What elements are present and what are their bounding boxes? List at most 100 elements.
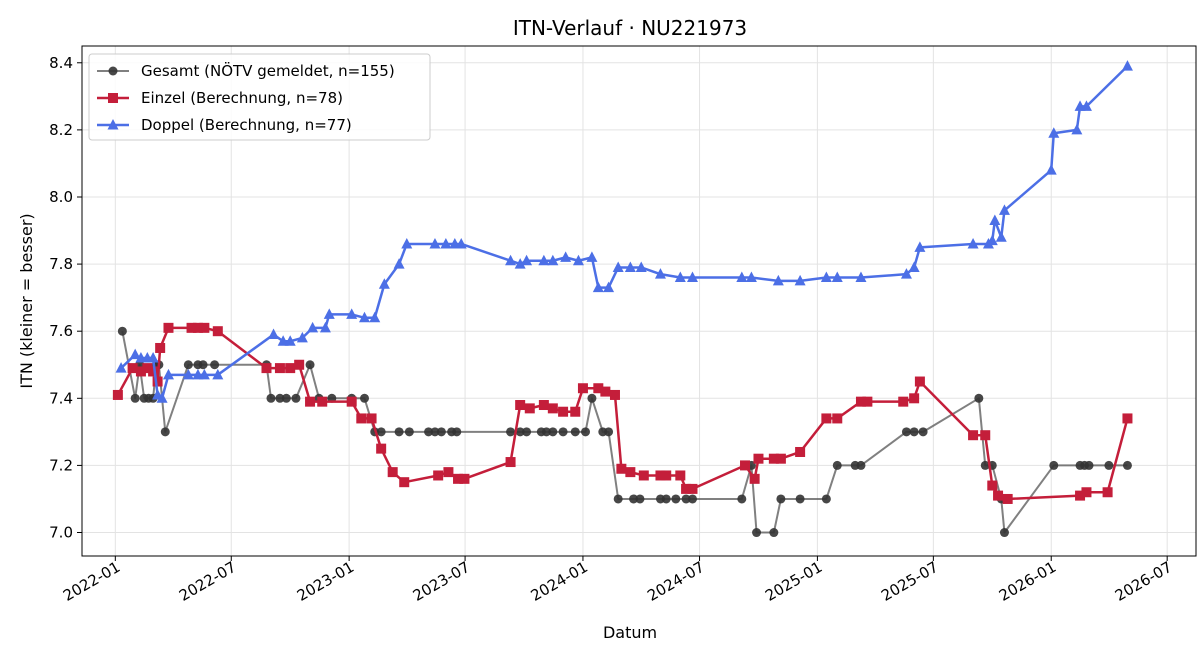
data-point <box>587 393 597 403</box>
data-point <box>967 237 979 249</box>
data-point <box>514 258 526 269</box>
data-point <box>459 473 470 484</box>
data-point <box>635 261 647 272</box>
legend-label: Gesamt (NÖTV gemeldet, n=155) <box>141 61 395 80</box>
data-point <box>772 274 784 286</box>
data-point <box>862 396 873 407</box>
legend-marker <box>108 66 118 76</box>
data-point <box>1084 460 1094 470</box>
data-point <box>581 427 591 437</box>
data-point <box>162 368 174 380</box>
y-axis: 7.0 7.2 7.4 7.6 7.8 8.0 8.2 8.4 <box>49 54 82 542</box>
data-point <box>968 430 979 441</box>
data-point <box>909 393 920 404</box>
data-point <box>129 348 141 360</box>
data-point <box>261 363 272 374</box>
data-point <box>522 427 532 437</box>
data-point <box>914 376 925 387</box>
data-point <box>399 477 410 488</box>
data-point <box>832 413 843 424</box>
data-point <box>323 308 335 319</box>
data-point <box>592 281 604 293</box>
data-point <box>753 453 764 464</box>
data-point <box>604 427 614 437</box>
y-tick-label: 8.4 <box>49 54 73 72</box>
data-point <box>521 254 533 266</box>
data-point <box>768 453 779 464</box>
data-point <box>163 322 174 333</box>
data-point <box>655 470 666 481</box>
data-point <box>749 473 760 484</box>
data-point <box>505 254 517 266</box>
data-point <box>908 261 920 272</box>
data-point <box>989 214 1001 225</box>
data-point <box>995 231 1007 242</box>
data-point <box>538 400 549 411</box>
data-point <box>795 446 806 457</box>
data-point <box>572 254 584 266</box>
data-point <box>429 237 441 249</box>
data-point <box>112 389 123 400</box>
data-point <box>198 360 208 370</box>
data-point <box>443 467 454 478</box>
data-point <box>855 396 866 407</box>
data-point <box>776 494 786 504</box>
data-point <box>394 427 404 437</box>
data-point <box>183 360 193 370</box>
data-point <box>506 427 516 437</box>
data-point <box>505 457 516 468</box>
data-point <box>1122 460 1132 470</box>
data-point <box>821 413 832 424</box>
data-point <box>795 494 805 504</box>
data-point <box>570 427 580 437</box>
data-point <box>625 467 636 478</box>
data-point <box>401 237 413 249</box>
data-point <box>1049 460 1059 470</box>
data-point <box>455 237 467 249</box>
legend-label: Doppel (Berechnung, n=77) <box>141 116 352 134</box>
data-point <box>366 413 377 424</box>
data-point <box>1081 487 1092 498</box>
data-point <box>993 490 1004 501</box>
y-tick-label: 7.4 <box>49 389 73 407</box>
data-point <box>898 396 909 407</box>
data-point <box>369 311 381 323</box>
data-point <box>775 453 786 464</box>
plot-frame <box>81 45 1197 557</box>
data-point <box>346 308 358 319</box>
data-point <box>586 251 598 262</box>
data-point <box>387 467 398 478</box>
data-point <box>624 261 636 272</box>
series-square <box>112 322 1133 504</box>
data-point <box>737 494 747 504</box>
data-point <box>998 204 1010 215</box>
data-point <box>999 528 1009 538</box>
data-point <box>117 326 127 336</box>
data-point <box>686 271 698 283</box>
data-point <box>182 368 194 380</box>
data-point <box>130 393 140 403</box>
x-axis-label: Datum <box>603 623 657 642</box>
data-point <box>752 528 762 538</box>
data-point <box>210 360 220 370</box>
data-point <box>832 460 842 470</box>
data-point <box>821 494 831 504</box>
data-point <box>436 427 446 437</box>
data-point <box>305 360 315 370</box>
data-point <box>593 383 604 394</box>
data-point <box>305 396 316 407</box>
data-point <box>794 274 806 286</box>
data-point <box>430 427 440 437</box>
data-point <box>577 383 588 394</box>
data-point <box>736 271 748 283</box>
data-point <box>901 427 911 437</box>
data-point <box>1121 60 1133 71</box>
data-point <box>346 396 357 407</box>
data-point <box>296 331 308 343</box>
data-point <box>152 376 163 387</box>
data-point <box>275 393 285 403</box>
data-point <box>266 393 276 403</box>
y-tick-label: 7.2 <box>49 456 73 474</box>
data-point <box>855 271 867 283</box>
